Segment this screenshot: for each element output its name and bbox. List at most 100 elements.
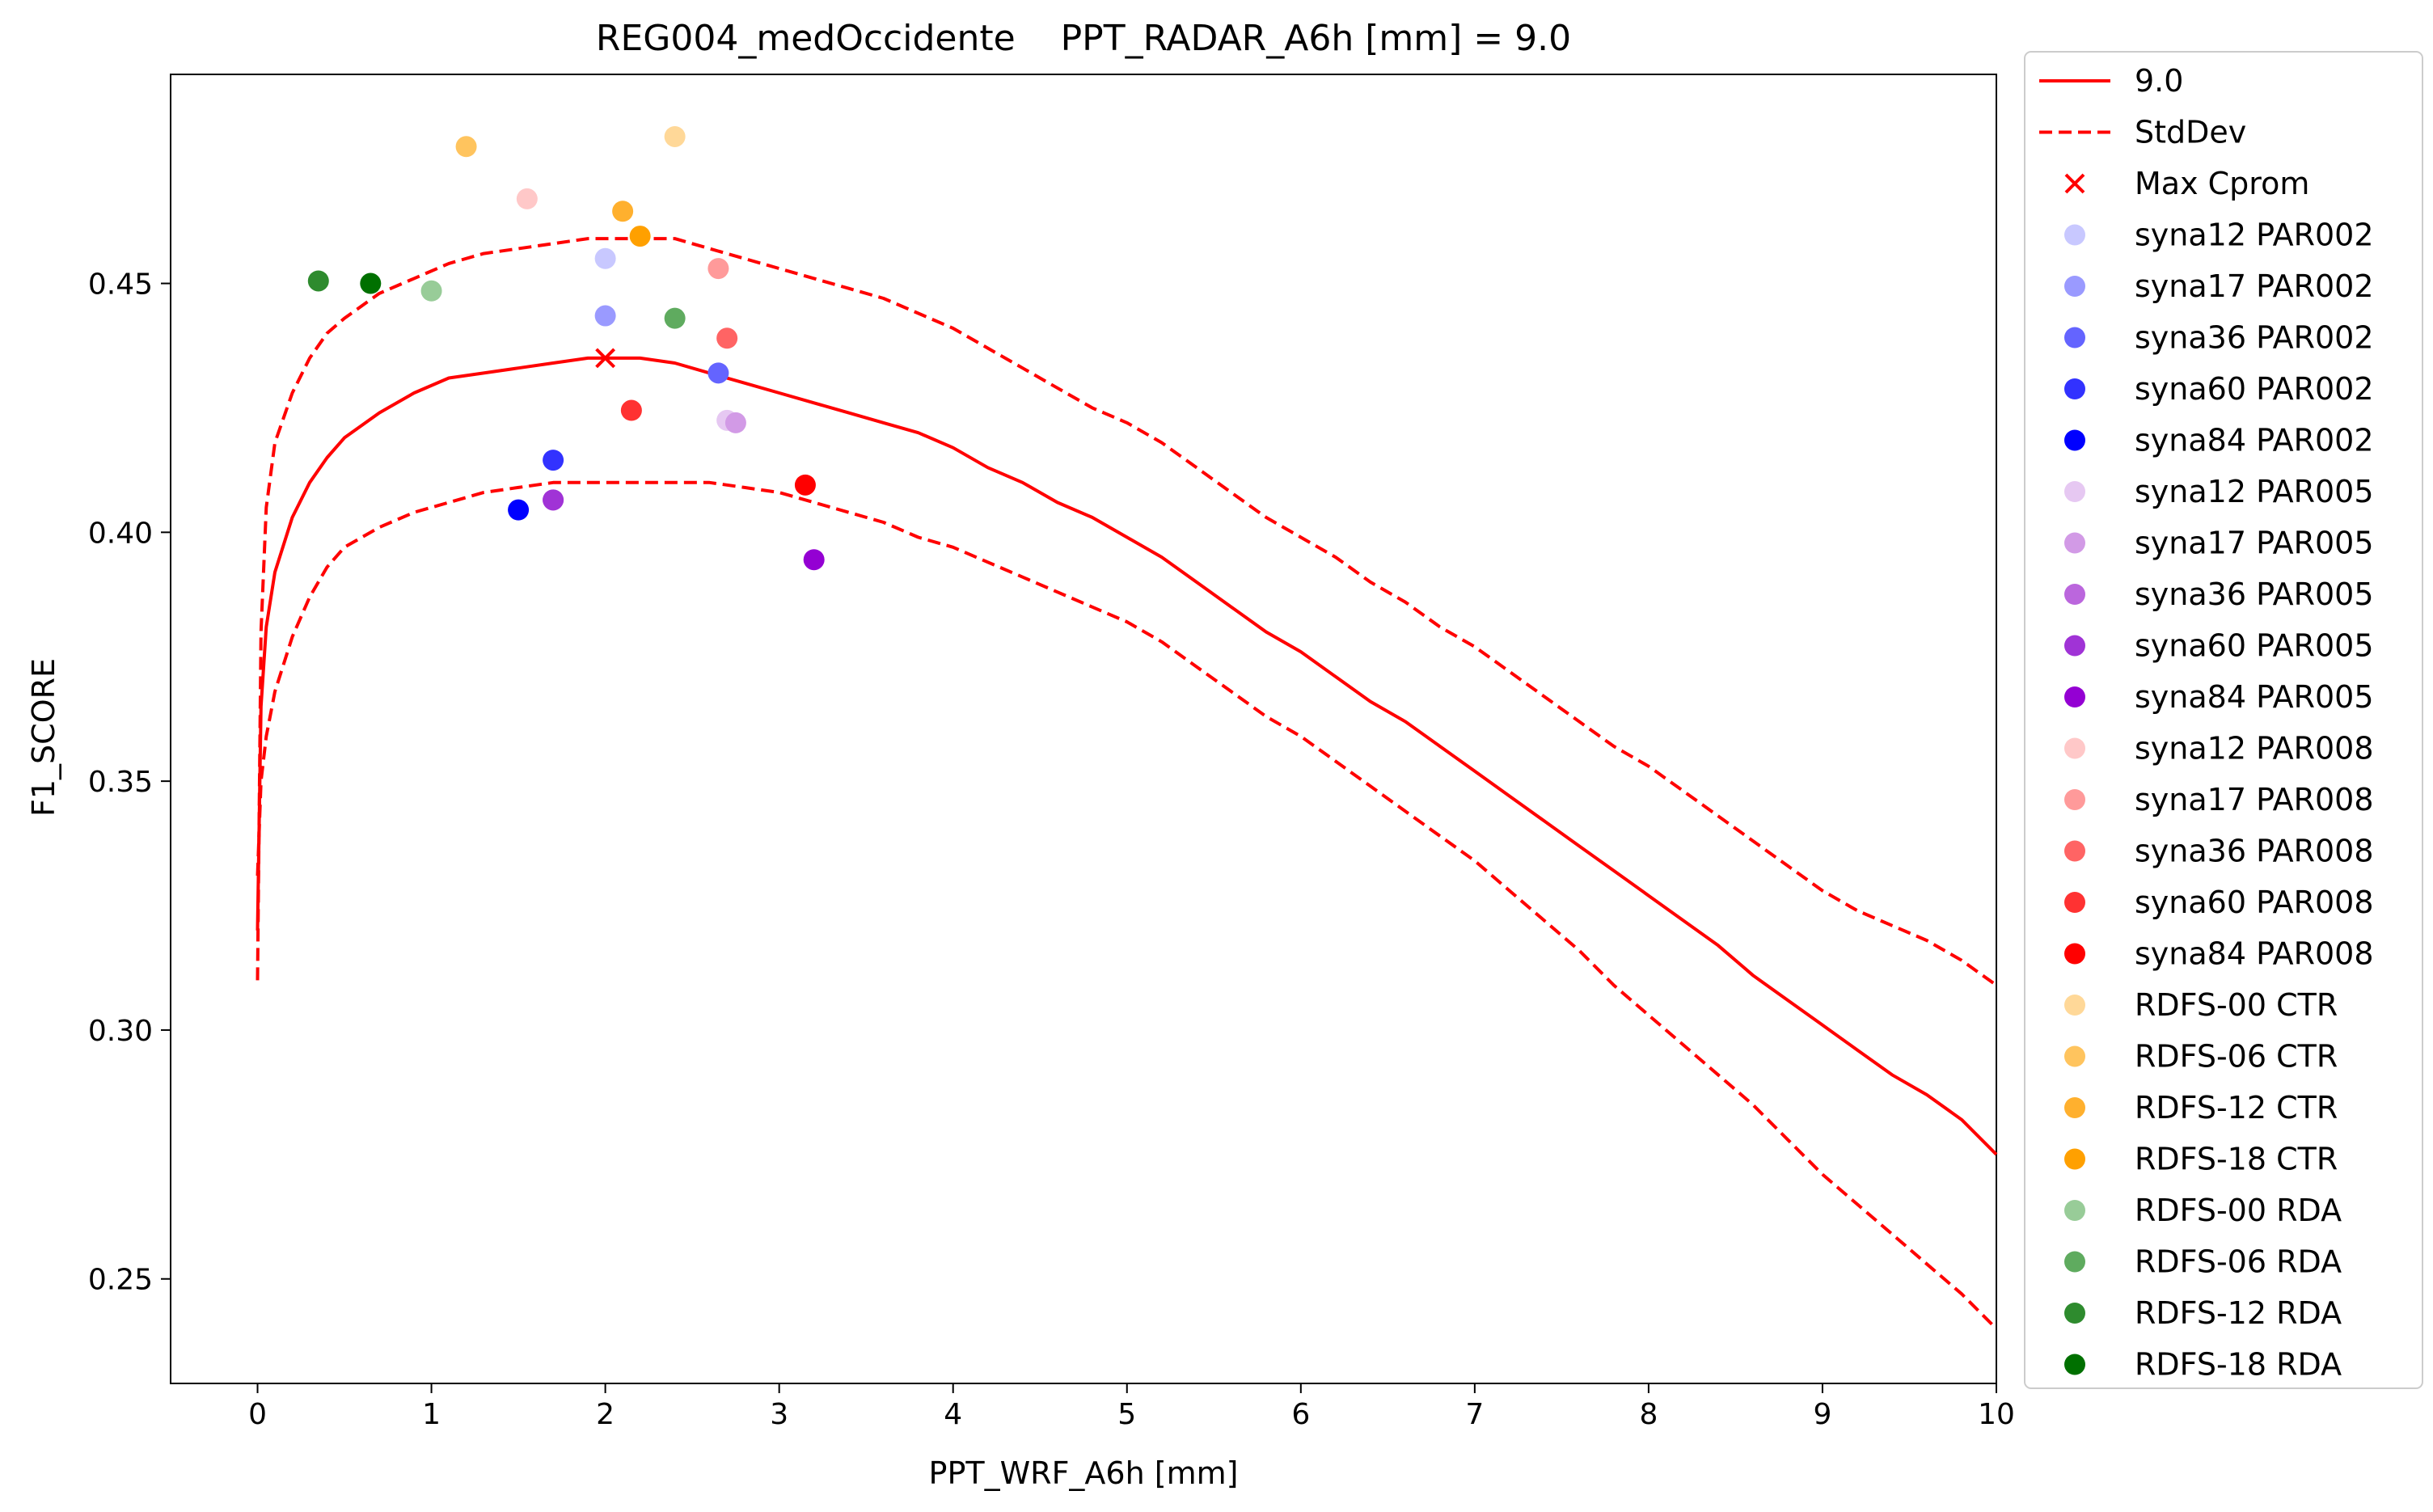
- legend-item: syna17 PAR005: [2064, 526, 2374, 561]
- y-tick-label: 0.45: [88, 268, 153, 302]
- x-tick-label: 8: [1639, 1398, 1658, 1431]
- legend-item: syna60 PAR005: [2064, 628, 2374, 664]
- y-axis: 0.25 0.30 0.35 0.40 0.45: [88, 268, 171, 1297]
- legend-label: Max Cprom: [2135, 166, 2309, 201]
- y-tick-label: 0.30: [88, 1015, 153, 1048]
- legend-item: syna36 PAR002: [2064, 320, 2374, 356]
- data-point: [664, 307, 686, 329]
- legend-label: syna12 PAR002: [2135, 218, 2374, 253]
- data-point: [543, 489, 564, 511]
- legend-item: syna84 PAR005: [2064, 679, 2374, 715]
- data-point: [543, 450, 564, 471]
- y-axis-label: F1_SCORE: [26, 658, 61, 817]
- legend-marker: [2064, 789, 2085, 810]
- legend-item: StdDev: [2039, 115, 2246, 150]
- data-point: [594, 247, 616, 269]
- x-tick-label: 10: [1978, 1398, 2015, 1431]
- x-tick-label: 7: [1465, 1398, 1484, 1431]
- legend-item: syna36 PAR008: [2064, 834, 2374, 869]
- legend-item: syna12 PAR005: [2064, 474, 2374, 509]
- legend-label: RDFS-12 CTR: [2135, 1090, 2338, 1126]
- legend-marker: [2064, 635, 2085, 657]
- legend-marker: [2064, 224, 2085, 246]
- data-point: [516, 188, 538, 209]
- data-point: [664, 125, 686, 147]
- legend-label: RDFS-00 CTR: [2135, 987, 2338, 1023]
- legend-marker: [2064, 1148, 2085, 1170]
- data-point: [629, 226, 651, 247]
- legend: 9.0 StdDev Max Cprom syna12 PAR002 syna17 PA…: [2024, 51, 2423, 1389]
- legend-marker: [2064, 532, 2085, 554]
- data-point: [803, 549, 825, 571]
- legend-item: syna36 PAR005: [2064, 577, 2374, 612]
- legend-label: RDFS-18 RDA: [2135, 1347, 2342, 1383]
- data-point: [708, 258, 729, 280]
- legend-item: RDFS-12 RDA: [2064, 1295, 2342, 1331]
- legend-label: RDFS-06 CTR: [2135, 1039, 2338, 1075]
- legend-marker: [2064, 429, 2085, 451]
- legend-label: syna60 PAR002: [2135, 371, 2374, 407]
- legend-marker: [2064, 327, 2085, 348]
- plot-frame: [170, 74, 1997, 1384]
- legend-item: syna17 PAR008: [2064, 782, 2374, 817]
- legend-item: syna84 PAR002: [2064, 423, 2374, 458]
- legend-item: Max Cprom: [2064, 166, 2309, 201]
- data-point: [594, 305, 616, 327]
- y-tick-label: 0.25: [88, 1264, 153, 1297]
- data-point: [620, 399, 642, 421]
- legend-item: RDFS-12 CTR: [2064, 1090, 2338, 1126]
- legend-item: syna17 PAR002: [2064, 268, 2374, 304]
- mean-line: [256, 356, 1998, 1156]
- legend-label: syna84 PAR002: [2135, 423, 2374, 458]
- legend-label: RDFS-06 RDA: [2135, 1244, 2342, 1280]
- legend-marker: [2064, 840, 2085, 862]
- legend-label: syna36 PAR002: [2135, 320, 2374, 356]
- stddev-lower-line: [256, 480, 1998, 1330]
- chart-title: REG004_medOccidente PPT_RADAR_A6h [mm] =…: [596, 18, 1571, 59]
- legend-marker: [2064, 943, 2085, 965]
- max-cprom-marker: [595, 348, 616, 369]
- legend-label: RDFS-18 CTR: [2135, 1142, 2338, 1177]
- legend-marker: [2064, 1303, 2085, 1324]
- legend-item: RDFS-06 RDA: [2064, 1244, 2342, 1280]
- data-point: [307, 270, 329, 292]
- legend-label: syna84 PAR005: [2135, 679, 2374, 715]
- legend-item: RDFS-18 RDA: [2064, 1347, 2342, 1383]
- x-axis-label: PPT_WRF_A6h [mm]: [929, 1455, 1239, 1491]
- data-point: [724, 412, 746, 433]
- legend-label: syna84 PAR008: [2135, 936, 2374, 972]
- legend-item: syna12 PAR002: [2064, 218, 2374, 253]
- data-point: [420, 280, 442, 302]
- legend-marker: [2064, 481, 2085, 502]
- x-tick-label: 3: [770, 1398, 788, 1431]
- legend-item: syna12 PAR008: [2064, 731, 2374, 767]
- data-point: [612, 201, 634, 222]
- legend-x-marker: [2064, 173, 2085, 194]
- legend-marker: [2064, 1200, 2085, 1221]
- legend-label: 9.0: [2135, 63, 2183, 99]
- legend-marker: [2064, 1045, 2085, 1067]
- legend-marker: [2064, 1097, 2085, 1118]
- legend-marker: [2064, 1251, 2085, 1273]
- legend-item: RDFS-00 CTR: [2064, 987, 2338, 1023]
- legend-items: 9.0 StdDev Max Cprom syna12 PAR002 syna17 PA…: [2039, 63, 2374, 1383]
- y-tick-label: 0.35: [88, 766, 153, 799]
- legend-label: syna17 PAR008: [2135, 782, 2374, 817]
- data-point: [794, 474, 816, 496]
- legend-label: syna17 PAR005: [2135, 526, 2374, 561]
- legend-label: StdDev: [2135, 115, 2246, 150]
- data-point: [716, 327, 738, 349]
- plot-area: 0 1 2 3 4 5 6 7 8 9 10 0.25 0.30 0.35 0.40 0.45: [88, 74, 2015, 1431]
- legend-label: RDFS-12 RDA: [2135, 1295, 2342, 1331]
- legend-item: RDFS-18 CTR: [2064, 1142, 2338, 1177]
- legend-marker: [2064, 686, 2085, 707]
- legend-frame: [2024, 51, 2423, 1389]
- data-point: [455, 136, 477, 158]
- x-tick-label: 2: [596, 1398, 615, 1431]
- x-tick-label: 4: [944, 1398, 962, 1431]
- stddev-upper-line: [256, 237, 1998, 987]
- legend-label: syna12 PAR005: [2135, 474, 2374, 509]
- legend-marker: [2064, 276, 2085, 297]
- x-tick-label: 6: [1291, 1398, 1310, 1431]
